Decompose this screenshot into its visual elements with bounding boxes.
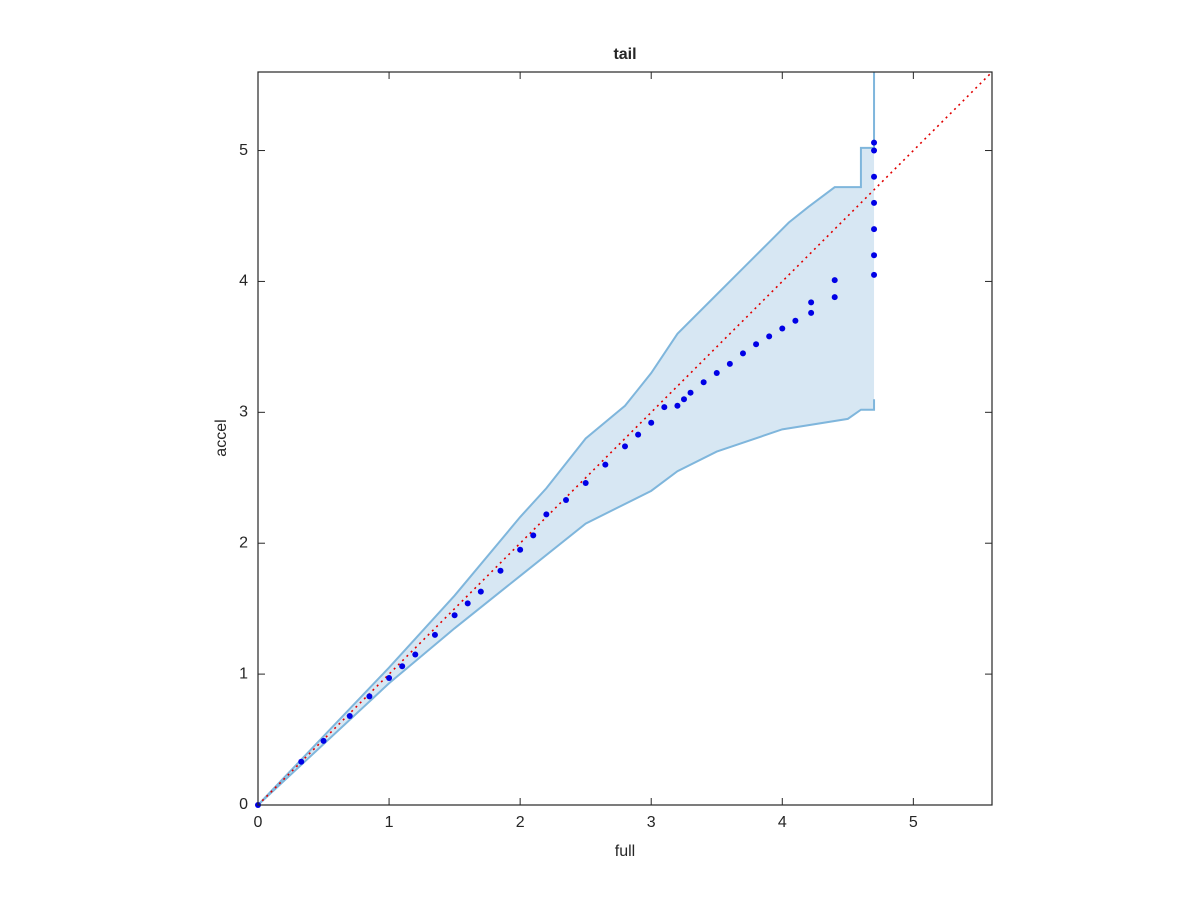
point — [700, 379, 707, 386]
point — [871, 271, 878, 278]
point — [477, 588, 484, 595]
point — [648, 419, 655, 426]
x-tick-label: 4 — [778, 814, 787, 831]
point — [792, 317, 799, 324]
point — [582, 480, 589, 487]
point — [779, 325, 786, 332]
point — [530, 532, 537, 539]
y-tick-label: 2 — [239, 534, 248, 551]
confidence-band-fill — [258, 72, 875, 805]
y-tick-label: 0 — [239, 796, 248, 813]
band-upper — [257, 72, 876, 806]
reference-line — [257, 71, 993, 806]
point — [831, 294, 838, 301]
point — [661, 404, 668, 411]
point — [497, 567, 504, 574]
y-tick-label: 4 — [239, 273, 248, 290]
point — [687, 389, 694, 396]
axes-box — [257, 71, 993, 806]
x-tick-label: 1 — [385, 814, 394, 831]
point — [753, 341, 760, 348]
point — [713, 370, 720, 377]
point — [602, 461, 609, 468]
point — [726, 360, 733, 367]
x-tick-label: 0 — [254, 814, 263, 831]
point — [739, 350, 746, 357]
point — [871, 147, 878, 154]
x-tick-label: 2 — [516, 814, 525, 831]
point — [563, 497, 570, 504]
point — [412, 651, 419, 658]
point — [346, 712, 353, 719]
y-tick-label: 3 — [239, 404, 248, 421]
point — [674, 402, 681, 409]
point — [808, 309, 815, 316]
point — [808, 299, 815, 306]
point — [871, 226, 878, 233]
point — [451, 612, 458, 619]
chart-title: tail — [613, 46, 636, 63]
point — [399, 663, 406, 670]
x-tick-label: 3 — [647, 814, 656, 831]
point — [517, 546, 524, 553]
point — [871, 252, 878, 259]
point — [871, 139, 878, 146]
point — [464, 600, 471, 607]
point — [680, 396, 687, 403]
point — [635, 431, 642, 438]
point — [831, 277, 838, 284]
point — [386, 675, 393, 682]
point — [431, 631, 438, 638]
point — [622, 443, 628, 450]
x-tick-label: 5 — [909, 814, 918, 831]
y-tick-label: 1 — [239, 665, 248, 682]
band-lower — [257, 399, 876, 806]
point — [766, 333, 773, 340]
y-tick-label: 5 — [239, 142, 248, 159]
point — [871, 199, 878, 206]
point — [366, 693, 373, 700]
point — [320, 737, 327, 744]
point — [298, 758, 305, 765]
point — [543, 511, 550, 518]
x-axis-label: full — [615, 843, 635, 860]
point — [871, 173, 878, 180]
y-axis-label: accel — [213, 419, 230, 456]
